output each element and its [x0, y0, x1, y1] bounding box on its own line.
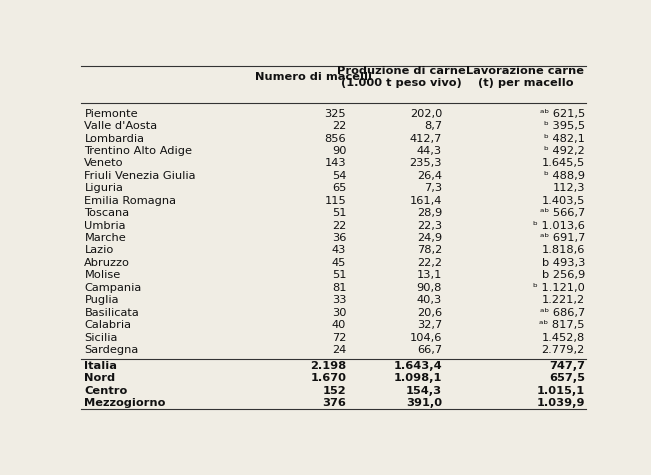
- Text: Numero di macelli: Numero di macelli: [255, 72, 372, 82]
- Text: 66,7: 66,7: [417, 345, 442, 355]
- Text: 24: 24: [332, 345, 346, 355]
- Text: ᵃᵇ 566,7: ᵃᵇ 566,7: [540, 208, 585, 218]
- Text: 104,6: 104,6: [409, 332, 442, 342]
- Text: Calabria: Calabria: [85, 320, 132, 330]
- Text: 1.098,1: 1.098,1: [394, 373, 442, 383]
- Text: 8,7: 8,7: [424, 121, 442, 131]
- Text: 1.221,2: 1.221,2: [542, 295, 585, 305]
- Text: 325: 325: [325, 109, 346, 119]
- Text: Liguria: Liguria: [85, 183, 123, 193]
- Text: 45: 45: [332, 258, 346, 268]
- Text: 51: 51: [332, 208, 346, 218]
- Text: 40,3: 40,3: [417, 295, 442, 305]
- Text: Umbria: Umbria: [85, 220, 126, 230]
- Text: 32,7: 32,7: [417, 320, 442, 330]
- Text: ᵃᵇ 686,7: ᵃᵇ 686,7: [540, 308, 585, 318]
- Text: 747,7: 747,7: [549, 361, 585, 371]
- Text: Sicilia: Sicilia: [85, 332, 118, 342]
- Text: 40: 40: [332, 320, 346, 330]
- Text: Italia: Italia: [85, 361, 117, 371]
- Text: 412,7: 412,7: [409, 133, 442, 143]
- Text: 1.643,4: 1.643,4: [393, 361, 442, 371]
- Text: 235,3: 235,3: [409, 159, 442, 169]
- Text: Produzione di carne
(1.000 t peso vivo): Produzione di carne (1.000 t peso vivo): [337, 66, 466, 88]
- Text: 72: 72: [332, 332, 346, 342]
- Text: Campania: Campania: [85, 283, 142, 293]
- Text: 115: 115: [324, 196, 346, 206]
- Text: 24,9: 24,9: [417, 233, 442, 243]
- Text: 143: 143: [325, 159, 346, 169]
- Text: ᵇ 395,5: ᵇ 395,5: [544, 121, 585, 131]
- Text: 22: 22: [332, 121, 346, 131]
- Text: 13,1: 13,1: [417, 270, 442, 280]
- Text: Puglia: Puglia: [85, 295, 119, 305]
- Text: 20,6: 20,6: [417, 308, 442, 318]
- Text: 1.670: 1.670: [311, 373, 346, 383]
- Text: 22,2: 22,2: [417, 258, 442, 268]
- Text: 36: 36: [332, 233, 346, 243]
- Text: 376: 376: [322, 398, 346, 408]
- Text: 856: 856: [325, 133, 346, 143]
- Text: 90: 90: [332, 146, 346, 156]
- Text: 1.818,6: 1.818,6: [542, 246, 585, 256]
- Text: 78,2: 78,2: [417, 246, 442, 256]
- Text: 22: 22: [332, 220, 346, 230]
- Text: 51: 51: [332, 270, 346, 280]
- Text: 154,3: 154,3: [406, 386, 442, 396]
- Text: b 493,3: b 493,3: [542, 258, 585, 268]
- Text: Piemonte: Piemonte: [85, 109, 138, 119]
- Text: 152: 152: [323, 386, 346, 396]
- Text: 65: 65: [332, 183, 346, 193]
- Text: ᵇ 1.121,0: ᵇ 1.121,0: [533, 283, 585, 293]
- Text: 657,5: 657,5: [549, 373, 585, 383]
- Text: Friuli Venezia Giulia: Friuli Venezia Giulia: [85, 171, 196, 181]
- Text: Lazio: Lazio: [85, 246, 114, 256]
- Text: Molise: Molise: [85, 270, 120, 280]
- Text: 1.645,5: 1.645,5: [542, 159, 585, 169]
- Text: 54: 54: [332, 171, 346, 181]
- Text: 44,3: 44,3: [417, 146, 442, 156]
- Text: ᵃᵇ 621,5: ᵃᵇ 621,5: [540, 109, 585, 119]
- Text: Emilia Romagna: Emilia Romagna: [85, 196, 176, 206]
- Text: 43: 43: [332, 246, 346, 256]
- Text: 161,4: 161,4: [409, 196, 442, 206]
- Text: 1.403,5: 1.403,5: [542, 196, 585, 206]
- Text: b 256,9: b 256,9: [542, 270, 585, 280]
- Text: 2.779,2: 2.779,2: [542, 345, 585, 355]
- Text: Marche: Marche: [85, 233, 126, 243]
- Text: Nord: Nord: [85, 373, 115, 383]
- Text: 81: 81: [332, 283, 346, 293]
- Text: 391,0: 391,0: [406, 398, 442, 408]
- Text: Sardegna: Sardegna: [85, 345, 139, 355]
- Text: ᵃᵇ 817,5: ᵃᵇ 817,5: [540, 320, 585, 330]
- Text: 28,9: 28,9: [417, 208, 442, 218]
- Text: 22,3: 22,3: [417, 220, 442, 230]
- Text: Lombardia: Lombardia: [85, 133, 145, 143]
- Text: 90,8: 90,8: [417, 283, 442, 293]
- Text: Centro: Centro: [85, 386, 128, 396]
- Text: ᵇ 488,9: ᵇ 488,9: [544, 171, 585, 181]
- Text: 30: 30: [332, 308, 346, 318]
- Text: Veneto: Veneto: [85, 159, 124, 169]
- Text: 1.039,9: 1.039,9: [536, 398, 585, 408]
- Text: ᵇ 1.013,6: ᵇ 1.013,6: [533, 220, 585, 230]
- Text: 2.198: 2.198: [310, 361, 346, 371]
- Text: ᵇ 492,2: ᵇ 492,2: [544, 146, 585, 156]
- Text: ᵃᵇ 691,7: ᵃᵇ 691,7: [540, 233, 585, 243]
- Text: Valle d'Aosta: Valle d'Aosta: [85, 121, 158, 131]
- Text: Mezzogiorno: Mezzogiorno: [85, 398, 166, 408]
- Text: Toscana: Toscana: [85, 208, 130, 218]
- Text: 112,3: 112,3: [553, 183, 585, 193]
- Text: 7,3: 7,3: [424, 183, 442, 193]
- Text: 26,4: 26,4: [417, 171, 442, 181]
- Text: Trentino Alto Adige: Trentino Alto Adige: [85, 146, 193, 156]
- Text: Lavorazione carne
(t) per macello: Lavorazione carne (t) per macello: [466, 66, 585, 88]
- Text: Abruzzo: Abruzzo: [85, 258, 130, 268]
- Text: Basilicata: Basilicata: [85, 308, 139, 318]
- Text: 33: 33: [332, 295, 346, 305]
- Text: 202,0: 202,0: [409, 109, 442, 119]
- Text: ᵇ 482,1: ᵇ 482,1: [544, 133, 585, 143]
- Text: 1.015,1: 1.015,1: [537, 386, 585, 396]
- Text: 1.452,8: 1.452,8: [542, 332, 585, 342]
